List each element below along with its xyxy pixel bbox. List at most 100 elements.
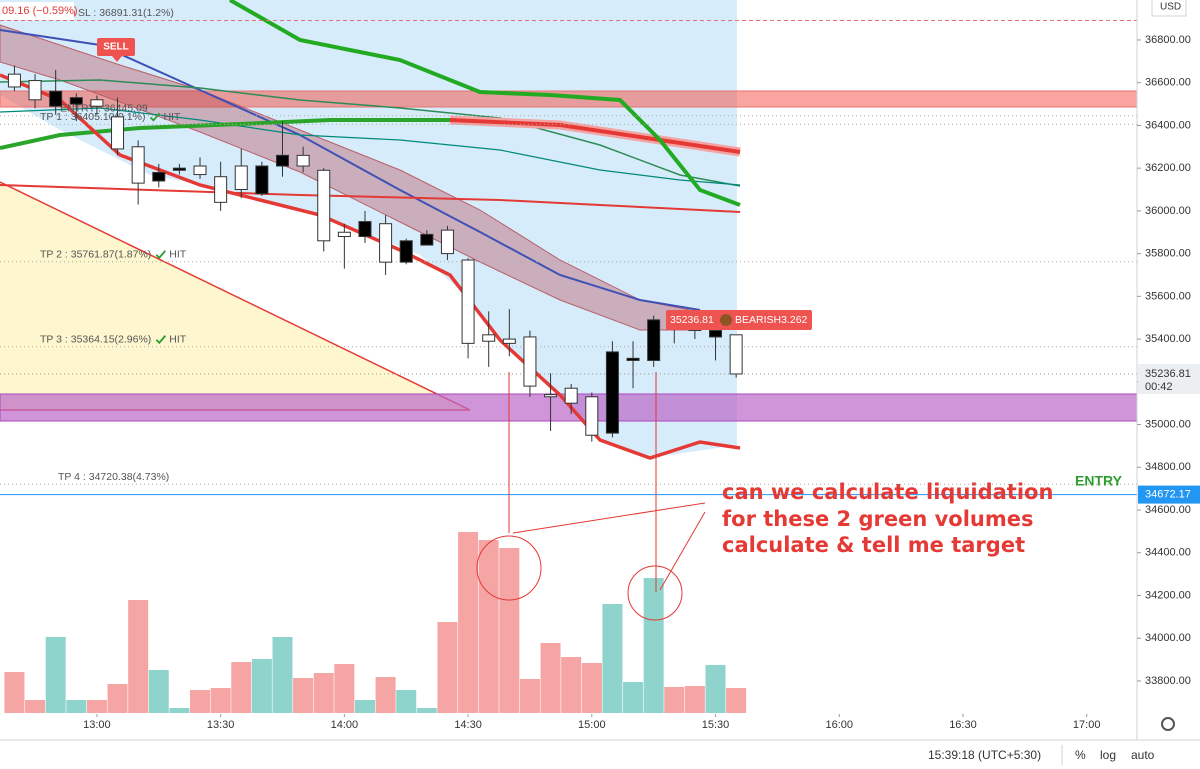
- last-price: 35236.81: [1145, 368, 1191, 380]
- y-tick-label: 34600.00: [1145, 504, 1191, 516]
- arrow: [659, 511, 706, 591]
- volume-bar: [726, 688, 747, 713]
- ma-line: [0, 184, 741, 213]
- volume-bar: [25, 700, 46, 713]
- volume-bars: [4, 532, 747, 713]
- level-label: SL : 36891.31(1.2%): [78, 7, 174, 19]
- header-bg: [0, 2, 74, 20]
- volume-bar: [499, 548, 520, 713]
- volume-bar: [437, 622, 458, 713]
- volume-bar: [561, 657, 582, 713]
- candle-body: [482, 334, 496, 342]
- x-tick-label: 15:30: [702, 719, 730, 731]
- auto-toggle[interactable]: auto: [1131, 748, 1155, 762]
- y-tick-label: 34800.00: [1145, 461, 1191, 473]
- annotation: calculate & tell me target: [722, 533, 1025, 557]
- volume-bar: [664, 687, 685, 713]
- y-tick-label: 35000.00: [1145, 418, 1191, 430]
- candle-body: [317, 169, 331, 242]
- volume-bar: [107, 684, 128, 713]
- y-tick-label: 35400.00: [1145, 333, 1191, 345]
- volume-bar: [231, 662, 252, 713]
- volume-bar: [540, 643, 561, 713]
- candle-body: [69, 97, 83, 105]
- annotation-arrows: [476, 372, 706, 621]
- y-tick-label: 34400.00: [1145, 547, 1191, 559]
- candle-body: [275, 154, 289, 167]
- candle-body: [90, 99, 104, 107]
- candle-body: [358, 221, 372, 238]
- ma-line: [0, 118, 450, 150]
- pattern-label: BEARISH3.262: [735, 314, 808, 326]
- candle-body: [255, 165, 269, 195]
- candle-body: [152, 171, 166, 182]
- ma-line: [0, 107, 741, 186]
- volume-bar: [251, 659, 272, 713]
- candle-body: [729, 334, 743, 375]
- candle-body: [28, 80, 42, 101]
- level-label: ENTRY : 36445.09: [60, 103, 148, 115]
- triangle-edge: [0, 181, 471, 411]
- volume-bar: [66, 700, 87, 713]
- candle-body: [111, 116, 125, 150]
- annotation: for these 2 green volumes: [722, 507, 1033, 531]
- level-label: TP 2 : 35761.87(1.87%): [40, 249, 151, 261]
- candles: [7, 65, 743, 442]
- volume-bar: [519, 679, 540, 713]
- candle-body: [399, 240, 413, 263]
- volume-bar: [643, 578, 664, 713]
- signal-pointer: [112, 56, 122, 62]
- candle-body: [214, 176, 228, 203]
- x-tick-label: 15:00: [578, 719, 606, 731]
- volume-bar: [4, 672, 25, 713]
- check-icon: [155, 335, 166, 345]
- level-label: TP 4 : 34720.38(4.73%): [58, 471, 169, 483]
- band-line: [229, 0, 741, 207]
- candle-body: [420, 233, 434, 246]
- volume-bar: [478, 540, 499, 713]
- x-tick-label: 14:00: [331, 719, 359, 731]
- y-tick-label: 36200.00: [1145, 162, 1191, 174]
- y-tick-label: 34200.00: [1145, 589, 1191, 601]
- volume-bar: [86, 700, 107, 713]
- volume-bar: [45, 637, 66, 713]
- volume-bar: [334, 664, 355, 713]
- volume-bar: [210, 688, 231, 713]
- arrow: [512, 502, 706, 534]
- candle-body: [379, 223, 393, 263]
- candle-body: [605, 351, 619, 434]
- volume-bar: [602, 604, 623, 713]
- volume-bar: [293, 678, 314, 713]
- volume-bar: [148, 670, 169, 713]
- ma-line: [0, 79, 741, 187]
- bear-icon: [720, 314, 732, 326]
- last-price-box: [1138, 363, 1200, 394]
- y-tick-label: 36800.00: [1145, 34, 1191, 46]
- entry-price: 34672.17: [1145, 489, 1191, 501]
- y-tick-label: 35800.00: [1145, 248, 1191, 260]
- log-toggle[interactable]: log: [1100, 748, 1116, 762]
- pattern-badge: [666, 310, 812, 330]
- settings-icon[interactable]: [1161, 717, 1175, 731]
- volume-bar: [458, 532, 479, 713]
- candle-body: [172, 167, 186, 171]
- candle-body: [296, 154, 310, 167]
- annotation: can we calculate liquidation: [722, 480, 1053, 504]
- candle-body: [193, 165, 207, 176]
- volume-bar: [416, 708, 437, 713]
- volume-bar: [354, 700, 375, 713]
- level-status: HIT: [169, 334, 187, 346]
- candle-body: [234, 165, 248, 191]
- percent-toggle[interactable]: %: [1075, 748, 1086, 762]
- x-tick-label: 13:00: [83, 719, 111, 731]
- highlight-circle: [627, 565, 683, 621]
- candle-body: [7, 73, 21, 88]
- countdown: 00:42: [1145, 381, 1173, 393]
- y-tick-label: 33800.00: [1145, 675, 1191, 687]
- candle-body: [626, 357, 640, 361]
- volume-bar: [623, 682, 644, 713]
- y-tick-label: 34000.00: [1145, 632, 1191, 644]
- x-tick-label: 17:00: [1073, 719, 1101, 731]
- entry-price-box: [1138, 485, 1200, 504]
